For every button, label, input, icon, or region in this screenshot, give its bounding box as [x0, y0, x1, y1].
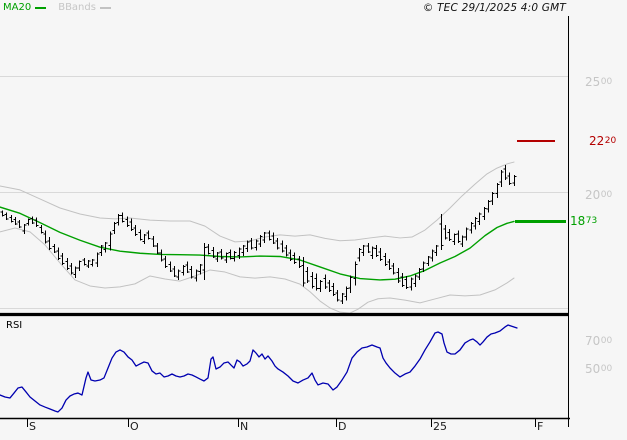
price-axis-label-1873-decimals: 73	[585, 215, 598, 226]
price-axis-label-2500-decimals: 00	[600, 76, 613, 87]
x-axis-label-S: S	[29, 420, 36, 433]
rsi-line	[0, 324, 518, 413]
bollinger-upper-line	[0, 161, 515, 243]
rsi-axis-label-70-main: 70	[585, 334, 601, 348]
price-axis-label-2000-main: 20	[585, 188, 601, 202]
price-axis-label-2000-decimals: 00	[600, 189, 613, 200]
legend-bbands-label: BBands	[58, 2, 96, 13]
price-axis-label-2000: 2000	[585, 188, 612, 204]
price-axis-label-1873: 1873	[570, 214, 597, 230]
candlesticks	[0, 165, 517, 304]
rsi-axis-label-70: 7000	[585, 334, 612, 350]
rsi-axis-label-50: 5000	[585, 362, 612, 378]
price-axis-label-2220: 2220	[589, 134, 616, 150]
price-axis-label-2500: 2500	[585, 75, 612, 91]
price-axis-label-2500-main: 25	[585, 75, 601, 89]
chart-timestamp: © TEC 29/1/2025 4:0 GMT	[422, 2, 566, 14]
x-axis-label-D: D	[338, 420, 347, 433]
price-axis-label-1873-main: 18	[570, 214, 586, 228]
x-axis-label-N: N	[240, 420, 249, 433]
x-axis-label-25: 25	[433, 420, 447, 433]
legend-bbands-swatch	[99, 6, 111, 9]
bollinger-lower-line	[0, 227, 515, 314]
legend-ma20-label: MA20	[3, 2, 32, 13]
price-axis-label-2220-main: 22	[589, 134, 605, 148]
rsi-axis-label-50-decimals: 00	[600, 363, 613, 374]
legend-ma20-swatch	[35, 6, 47, 9]
rsi-panel-title: RSI	[6, 320, 23, 331]
rsi-axis-label-70-decimals: 00	[600, 335, 613, 346]
x-axis-label-O: O	[130, 420, 139, 433]
price-axis-label-2220-decimals: 20	[604, 135, 617, 146]
x-axis-label-F: F	[537, 420, 544, 433]
chart-legend: MA20 BBands	[3, 1, 123, 14]
rsi-axis-label-50-main: 50	[585, 362, 601, 376]
